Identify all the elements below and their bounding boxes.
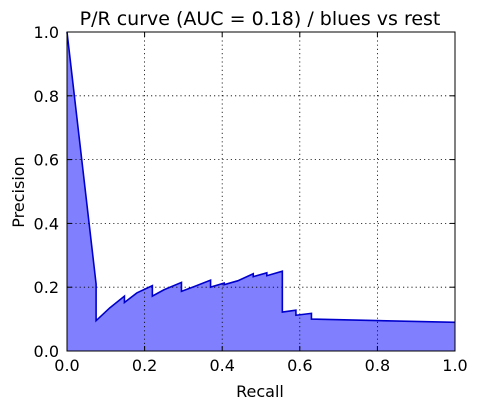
axes-frame <box>66 31 456 352</box>
axis-ticks <box>66 31 456 352</box>
y-axis-label: Precision <box>9 156 28 227</box>
x-tick-label-3: 0.6 <box>287 356 312 375</box>
y-tick-label-5: 1.0 <box>34 23 59 42</box>
x-axis-label: Recall <box>236 382 284 401</box>
y-tick-label-1: 0.2 <box>34 278 59 297</box>
y-tick-label-3: 0.6 <box>34 151 59 170</box>
x-tick-label-4: 0.8 <box>365 356 390 375</box>
x-tick-labels: 0.0 0.2 0.4 0.6 0.8 1.0 <box>54 356 467 375</box>
x-tick-label-1: 0.2 <box>132 356 157 375</box>
plot-area <box>66 31 456 352</box>
y-tick-label-4: 0.8 <box>34 87 59 106</box>
x-tick-label-0: 0.0 <box>54 356 79 375</box>
pr-curve-line <box>66 31 456 324</box>
y-tick-label-2: 0.4 <box>34 214 59 233</box>
y-tick-label-0: 0.0 <box>34 342 59 361</box>
y-tick-labels: 0.0 0.2 0.4 0.6 0.8 1.0 <box>34 23 59 361</box>
chart-title: P/R curve (AUC = 0.18) / blues vs rest <box>80 8 441 30</box>
x-tick-label-5: 1.0 <box>442 356 467 375</box>
x-tick-label-2: 0.4 <box>209 356 234 375</box>
